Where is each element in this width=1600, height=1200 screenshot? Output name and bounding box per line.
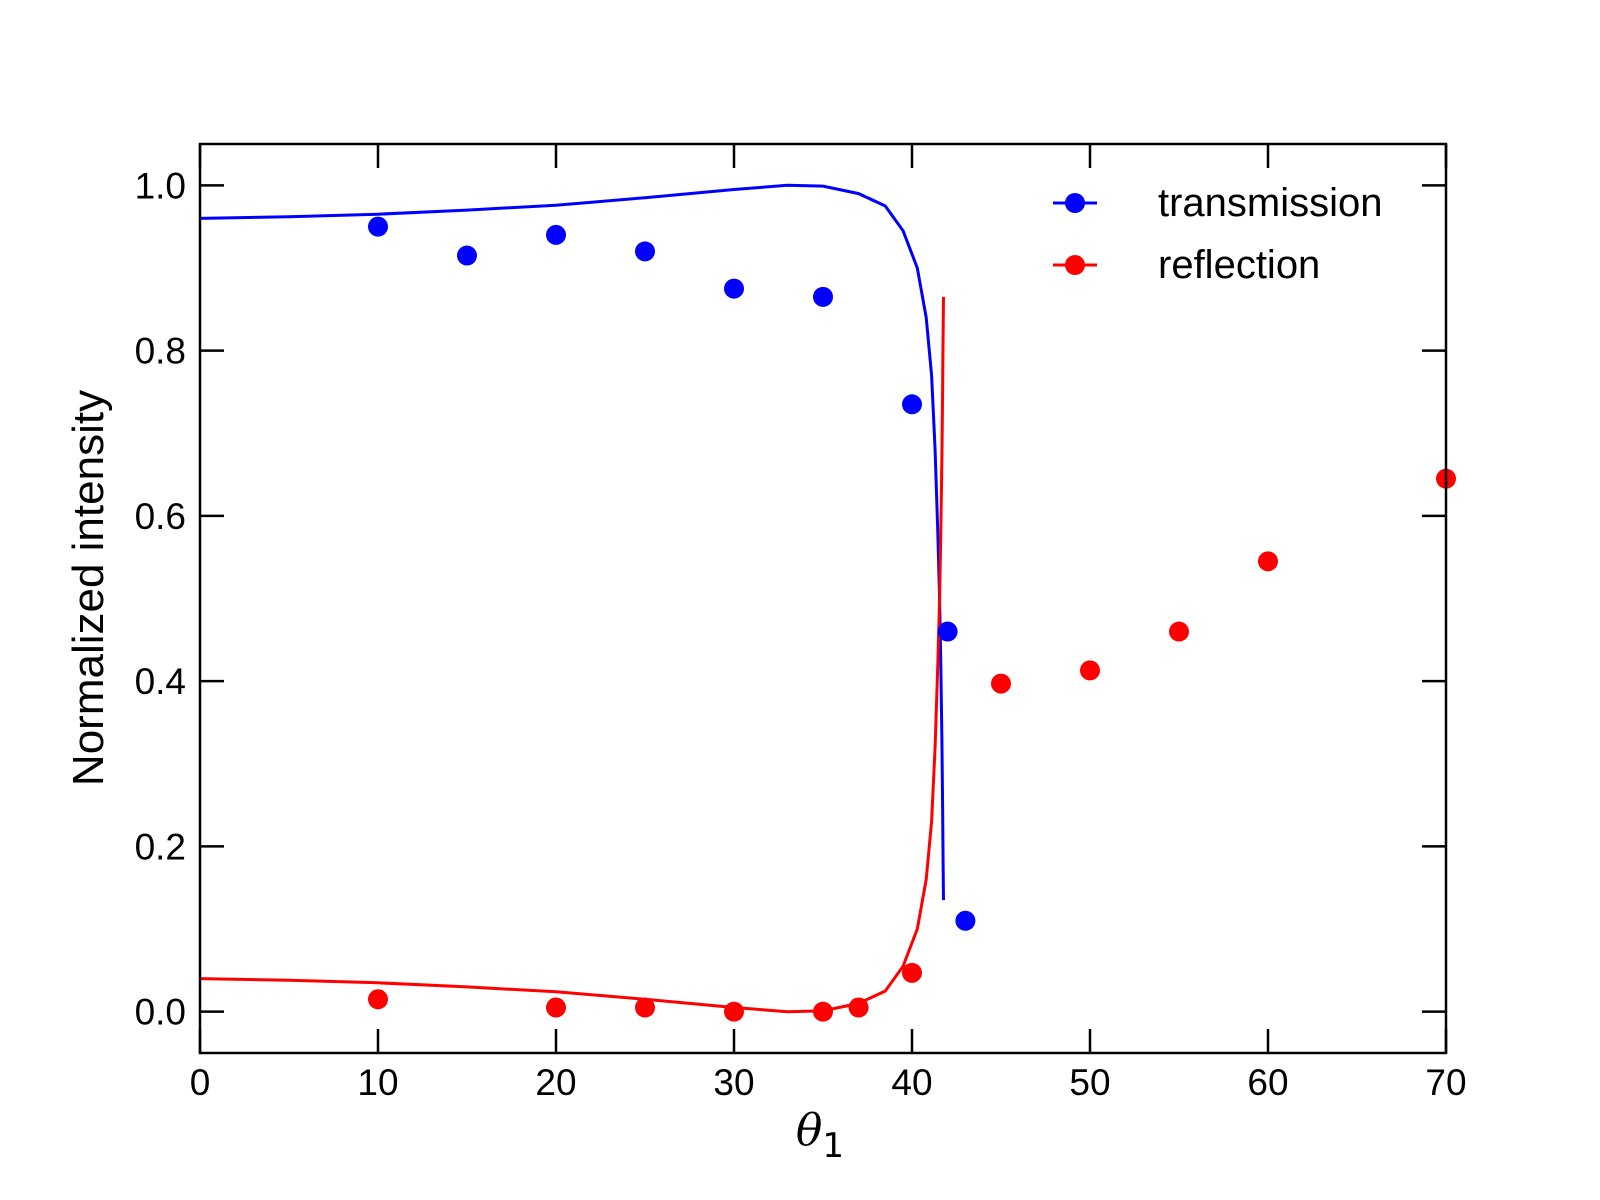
x-tick-label: 0 [190, 1062, 211, 1103]
data-points [368, 216, 1456, 1022]
transmission-point [457, 245, 477, 266]
reflection-point [1258, 551, 1278, 572]
transmission-curve [199, 183, 945, 901]
legend-label-reflection: reflection [1158, 243, 1320, 287]
transmission-point [635, 241, 655, 262]
x-tick-label: 70 [1425, 1062, 1466, 1103]
reflection-point [1169, 621, 1189, 642]
reflection-point [991, 673, 1011, 694]
reflection-point [813, 1001, 833, 1022]
x-axis-subscript: 1 [822, 1126, 844, 1166]
y-axis-label: Normalized intensity [64, 390, 113, 786]
transmission-point [368, 216, 388, 237]
x-tick-label: 40 [891, 1062, 932, 1103]
x-axis-label: θ1 [796, 1105, 844, 1166]
y-tick-label: 0.6 [135, 496, 186, 537]
plot-frame [198, 142, 1448, 1055]
transmission-point [955, 910, 976, 931]
transmission-point [902, 394, 922, 415]
legend-marker-reflection [1065, 255, 1085, 275]
y-tick-label: 0.2 [135, 826, 186, 867]
legend-item-transmission: transmission [1053, 181, 1383, 225]
transmission-point [813, 286, 833, 307]
reflection-point [902, 962, 922, 983]
y-tick-label: 0.0 [135, 992, 186, 1033]
y-tick-label: 0.4 [135, 661, 186, 702]
x-tick-label: 60 [1247, 1062, 1288, 1103]
legend-marker-transmission [1065, 193, 1085, 213]
fit-curves [199, 183, 945, 1014]
x-tick-label: 20 [535, 1062, 576, 1103]
transmission-point [937, 621, 958, 642]
legend: transmission reflection [1053, 181, 1383, 287]
reflection-point [848, 997, 869, 1018]
legend-label-transmission: transmission [1158, 181, 1383, 225]
tick-labels: 0 10 20 30 40 50 60 70 0.0 0.2 0.4 0.6 0.8 1.0 [135, 165, 1467, 1103]
y-tick-label: 1.0 [135, 165, 186, 206]
x-axis-symbol: θ [796, 1105, 823, 1156]
x-tick-label: 50 [1069, 1062, 1110, 1103]
x-tick-label: 10 [357, 1062, 398, 1103]
x-tick-label: 30 [713, 1062, 754, 1103]
transmission-point [546, 224, 566, 245]
reflection-point [1080, 660, 1100, 681]
reflection-point [368, 989, 388, 1010]
reflection-point [724, 1001, 744, 1022]
reflection-point [635, 997, 655, 1018]
legend-item-reflection: reflection [1053, 243, 1320, 287]
transmission-point [724, 278, 744, 299]
reflection-point [546, 997, 566, 1018]
reflection-curve [199, 296, 945, 1014]
y-tick-label: 0.8 [135, 331, 186, 372]
